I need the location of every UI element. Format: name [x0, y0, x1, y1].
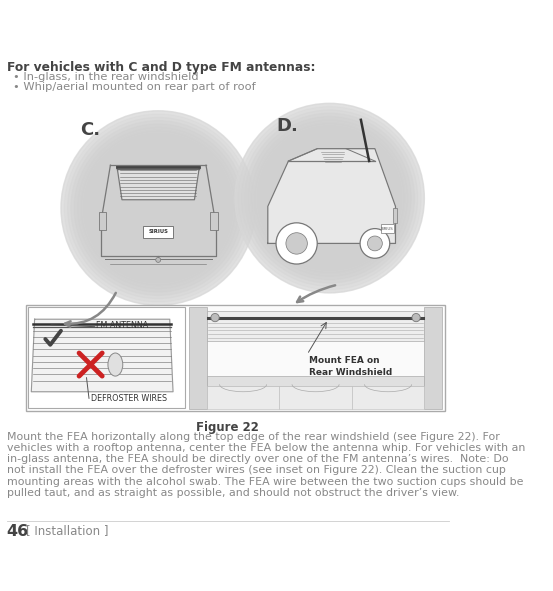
Circle shape [81, 131, 236, 285]
Circle shape [61, 111, 255, 305]
Bar [207, 376, 424, 386]
Circle shape [64, 114, 252, 302]
Circle shape [61, 111, 255, 305]
Bar [352, 386, 424, 409]
Bar [380, 225, 394, 233]
Circle shape [84, 134, 232, 282]
Text: SIRIUS: SIRIUS [381, 226, 394, 230]
Bar [99, 212, 106, 230]
Bar [189, 307, 442, 409]
Bar [28, 307, 185, 408]
Text: Mount FEA on
Rear Windshield: Mount FEA on Rear Windshield [309, 356, 392, 377]
Text: [ Installation ]: [ Installation ] [27, 524, 109, 537]
Text: vehicles with a rooftop antenna, center the FEA below the antenna whip. For vehi: vehicles with a rooftop antenna, center … [7, 443, 525, 453]
Circle shape [71, 121, 246, 296]
Text: mounting areas with the alcohol swab. The FEA wire between the two suction cups : mounting areas with the alcohol swab. Th… [7, 476, 523, 486]
Bar [207, 386, 279, 409]
Bar [210, 212, 217, 230]
Circle shape [412, 313, 420, 322]
Bar [189, 307, 207, 409]
Text: not install the FEA over the defroster wires (see inset on Figure 22). Clean the: not install the FEA over the defroster w… [7, 466, 505, 476]
Circle shape [77, 127, 239, 289]
Circle shape [67, 118, 249, 298]
Polygon shape [32, 319, 173, 392]
Text: SIRIUS: SIRIUS [148, 229, 168, 235]
Bar [143, 226, 173, 238]
Text: • Whip/aerial mounted on rear part of roof: • Whip/aerial mounted on rear part of ro… [13, 82, 256, 92]
Text: FM ANTENNA: FM ANTENNA [96, 320, 149, 330]
Text: C.: C. [80, 122, 100, 139]
Text: pulled taut, and as straight as possible, and should not obstruct the driver’s v: pulled taut, and as straight as possible… [7, 488, 459, 498]
Bar [393, 208, 397, 223]
Circle shape [235, 103, 424, 293]
Text: in-glass antenna, the FEA should be directly over one of the FM antenna’s wires.: in-glass antenna, the FEA should be dire… [7, 454, 508, 465]
Text: Mount the FEA horizontally along the top edge of the rear windshield (see Figure: Mount the FEA horizontally along the top… [7, 432, 499, 442]
Circle shape [286, 233, 307, 254]
Circle shape [235, 103, 424, 293]
Circle shape [242, 110, 418, 286]
Polygon shape [117, 167, 200, 200]
Circle shape [74, 124, 242, 292]
Text: D.: D. [276, 118, 298, 135]
Circle shape [360, 229, 390, 258]
Text: • In-glass, in the rear windshield: • In-glass, in the rear windshield [13, 72, 199, 82]
Circle shape [248, 116, 411, 280]
Text: Figure 22: Figure 22 [196, 421, 259, 434]
Circle shape [368, 236, 382, 251]
Circle shape [238, 106, 421, 290]
Text: 46: 46 [7, 524, 29, 538]
Circle shape [245, 113, 414, 283]
Text: For vehicles with C and D type FM antennas:: For vehicles with C and D type FM antenn… [7, 60, 315, 73]
Text: DEFROSTER WIRES: DEFROSTER WIRES [91, 394, 167, 403]
Bar [207, 311, 424, 342]
Circle shape [258, 126, 401, 270]
Circle shape [254, 123, 405, 273]
Circle shape [276, 223, 317, 264]
Bar [279, 386, 352, 409]
Ellipse shape [108, 353, 123, 376]
Bar [27, 305, 445, 411]
Circle shape [251, 120, 408, 277]
Circle shape [211, 313, 219, 322]
Polygon shape [268, 149, 395, 243]
Circle shape [156, 258, 161, 262]
Bar [424, 307, 442, 409]
